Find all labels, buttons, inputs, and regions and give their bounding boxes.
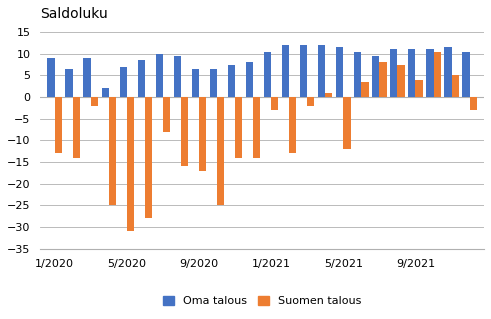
Bar [65, 69, 73, 97]
Bar [235, 97, 242, 158]
Bar [390, 49, 397, 97]
Bar [73, 97, 80, 158]
Bar [199, 97, 206, 171]
Bar [253, 97, 260, 158]
Bar [452, 76, 459, 97]
Bar [48, 58, 55, 97]
Bar [318, 45, 325, 97]
Bar [120, 67, 127, 97]
Bar [55, 97, 62, 153]
Bar [264, 52, 271, 97]
Bar [469, 97, 477, 110]
Bar [83, 58, 91, 97]
Bar [228, 65, 235, 97]
Bar [174, 56, 181, 97]
Text: Saldoluku: Saldoluku [40, 7, 108, 21]
Bar [361, 82, 369, 97]
Bar [137, 60, 145, 97]
Bar [434, 52, 441, 97]
Bar [409, 49, 415, 97]
Bar [246, 63, 253, 97]
Bar [282, 45, 289, 97]
Bar [271, 97, 278, 110]
Bar [415, 80, 423, 97]
Bar [463, 52, 469, 97]
Bar [192, 69, 199, 97]
Bar [300, 45, 307, 97]
Bar [181, 97, 188, 167]
Legend: Oma talous, Suomen talous: Oma talous, Suomen talous [159, 292, 366, 311]
Bar [210, 69, 217, 97]
Bar [307, 97, 314, 106]
Bar [145, 97, 152, 219]
Bar [289, 97, 297, 153]
Bar [336, 47, 343, 97]
Bar [163, 97, 170, 132]
Bar [397, 65, 405, 97]
Bar [325, 93, 332, 97]
Bar [102, 88, 109, 97]
Bar [127, 97, 134, 232]
Bar [217, 97, 224, 205]
Bar [156, 54, 163, 97]
Bar [91, 97, 98, 106]
Bar [109, 97, 116, 205]
Bar [444, 47, 452, 97]
Bar [343, 97, 351, 149]
Bar [372, 56, 380, 97]
Bar [354, 52, 361, 97]
Bar [426, 49, 434, 97]
Bar [380, 63, 386, 97]
